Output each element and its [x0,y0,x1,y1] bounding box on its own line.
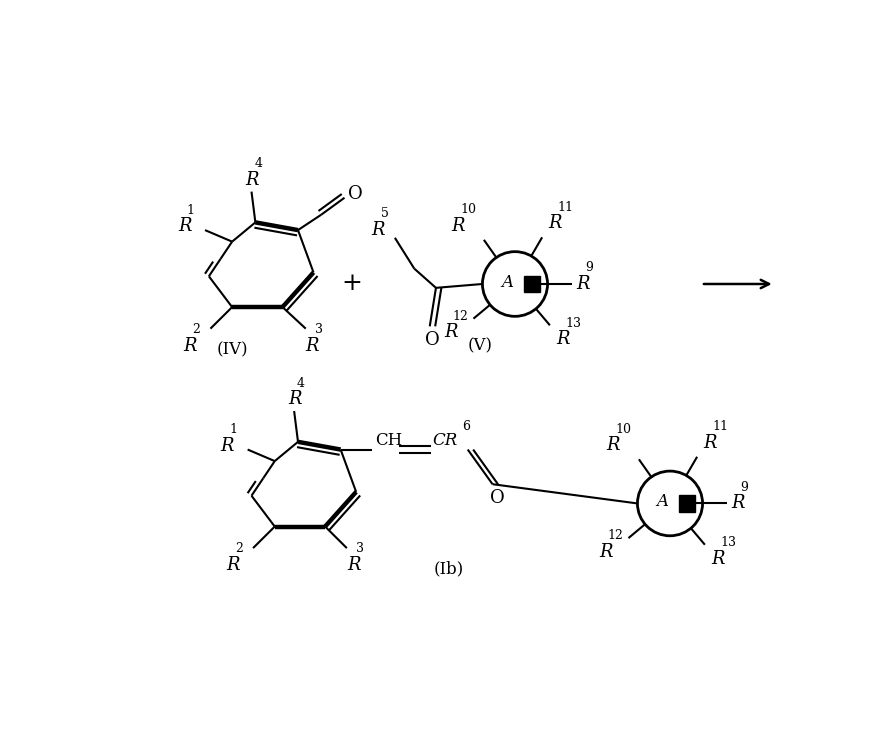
Text: R: R [548,215,562,232]
Text: R: R [372,221,385,239]
Text: R: R [452,217,465,235]
Text: 9: 9 [740,481,748,494]
Text: R: R [226,556,239,574]
Text: 3: 3 [356,542,364,556]
Text: R: R [607,436,620,454]
Text: 12: 12 [452,310,469,323]
Text: 10: 10 [616,423,632,435]
Text: R: R [556,330,570,349]
Text: 13: 13 [720,536,736,549]
Text: O: O [348,185,363,203]
Text: R: R [288,391,301,408]
Text: 2: 2 [193,323,200,336]
Text: 2: 2 [235,542,243,556]
Text: R: R [444,324,458,342]
Text: R: R [731,494,745,513]
Text: +: + [341,272,363,296]
Text: R: R [184,336,197,355]
Bar [524,275,539,293]
Text: (IV): (IV) [216,341,248,358]
Text: R: R [220,437,234,454]
Text: O: O [425,331,439,349]
Text: R: R [599,543,613,561]
Text: R: R [703,434,717,452]
Text: 11: 11 [712,420,728,433]
Text: A: A [656,494,668,510]
Text: CR: CR [432,432,457,449]
Text: (Ib): (Ib) [434,560,464,578]
Text: 6: 6 [462,420,470,433]
Text: 13: 13 [565,317,581,330]
Text: R: R [576,275,590,293]
Text: 12: 12 [607,529,624,542]
Text: 5: 5 [381,207,388,221]
Text: 4: 4 [254,157,263,170]
Text: 3: 3 [314,323,323,336]
Text: R: R [347,556,360,574]
Text: 10: 10 [461,203,477,216]
Text: O: O [490,489,504,507]
Text: 11: 11 [557,201,573,214]
Text: 1: 1 [229,423,237,436]
Bar [679,495,694,512]
Text: CH: CH [375,432,402,449]
Text: R: R [246,171,259,189]
Text: 4: 4 [297,376,305,390]
Text: 1: 1 [186,203,194,217]
Text: 9: 9 [585,262,593,274]
Text: R: R [711,550,725,568]
Text: A: A [501,274,513,291]
Text: R: R [306,336,319,355]
Text: (V): (V) [468,337,493,354]
Text: R: R [178,217,192,235]
